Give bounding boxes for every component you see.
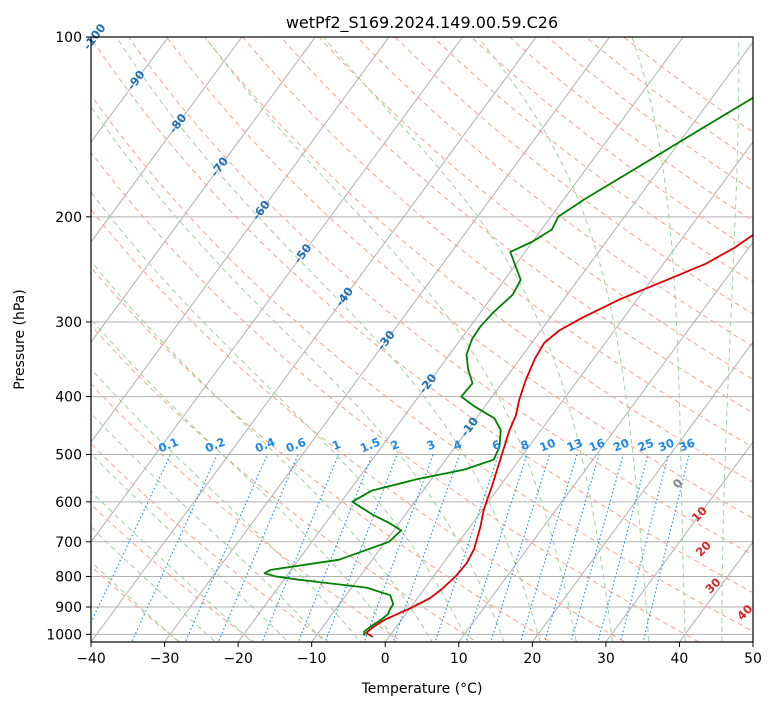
x-tick-label: 10	[450, 651, 468, 667]
y-tick-label: 700	[55, 535, 82, 551]
y-axis-label: Pressure (hPa)	[12, 289, 28, 389]
x-axis-label: Temperature (°C)	[361, 681, 483, 697]
x-tick-label: 40	[671, 651, 689, 667]
x-tick-label: 50	[744, 651, 762, 667]
y-tick-label: 500	[55, 448, 82, 464]
x-tick-label: 0	[381, 651, 390, 667]
x-tick-label: 30	[597, 651, 615, 667]
x-tick-label: −30	[150, 651, 180, 667]
y-tick-label: 900	[55, 600, 82, 616]
y-tick-label: 200	[55, 210, 82, 226]
y-tick-label: 800	[55, 569, 82, 585]
chart-title: wetPf2_S169.2024.149.00.59.C26	[286, 13, 558, 33]
y-tick-label: 400	[55, 390, 82, 406]
y-tick-label: 1000	[46, 627, 82, 643]
x-tick-label: −40	[76, 651, 106, 667]
x-tick-label: 20	[523, 651, 541, 667]
y-tick-label: 600	[55, 495, 82, 511]
y-tick-label: 300	[55, 315, 82, 331]
y-tick-label: 100	[55, 30, 82, 46]
x-tick-label: −20	[223, 651, 253, 667]
x-tick-label: −10	[297, 651, 327, 667]
